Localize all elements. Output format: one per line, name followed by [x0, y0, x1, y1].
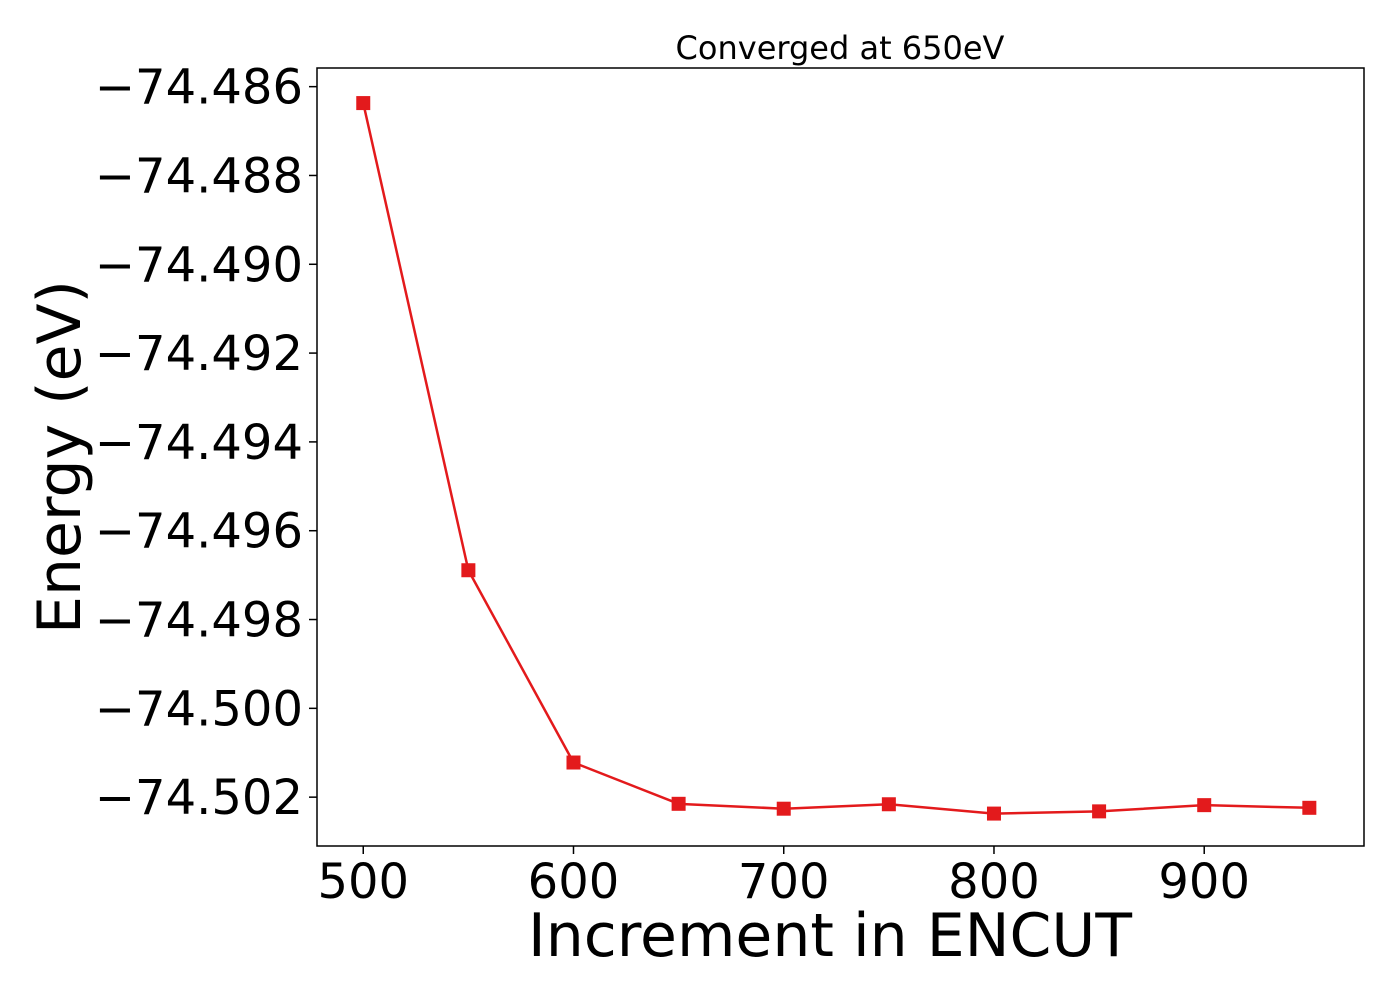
y-tick-label: −74.498 [95, 593, 303, 649]
x-tick-label: 500 [317, 854, 409, 910]
series-line [362, 102, 1310, 815]
x-tick-label: 900 [1158, 854, 1250, 910]
data-point-marker [566, 755, 581, 770]
data-point-marker [776, 801, 791, 816]
chart-title: Converged at 650eV [676, 29, 1005, 67]
data-point-marker [1197, 798, 1212, 813]
x-tick-label: 600 [528, 854, 620, 910]
data-point-marker [461, 563, 476, 578]
series-layer [356, 96, 1317, 821]
plot-area [316, 67, 1365, 847]
x-tick-label: 700 [738, 854, 830, 910]
y-tick-label: −74.486 [95, 60, 303, 116]
data-point-marker [1092, 804, 1107, 819]
y-tick-label: −74.500 [95, 681, 303, 737]
y-tick-label: −74.502 [95, 770, 303, 826]
x-axis-ticks: 500 600 700 800 900 [317, 846, 1250, 910]
data-point-marker [986, 806, 1001, 821]
data-point-marker [356, 96, 371, 111]
y-tick-label: −74.490 [95, 237, 303, 293]
y-tick-label: −74.492 [95, 326, 303, 382]
y-tick-label: −74.496 [95, 504, 303, 560]
y-tick-label: −74.488 [95, 148, 303, 204]
y-axis-title: Energy (eV) [25, 280, 95, 634]
data-point-marker [671, 796, 686, 811]
y-axis-ticks: −74.486 −74.488 −74.490 −74.492 −74.494 −74.4… [95, 60, 317, 826]
x-tick-label: 800 [948, 854, 1040, 910]
y-tick-label: −74.494 [95, 415, 303, 471]
x-axis-title: Increment in ENCUT [528, 901, 1132, 971]
data-point-marker [881, 797, 896, 812]
data-point-marker [1302, 800, 1317, 815]
